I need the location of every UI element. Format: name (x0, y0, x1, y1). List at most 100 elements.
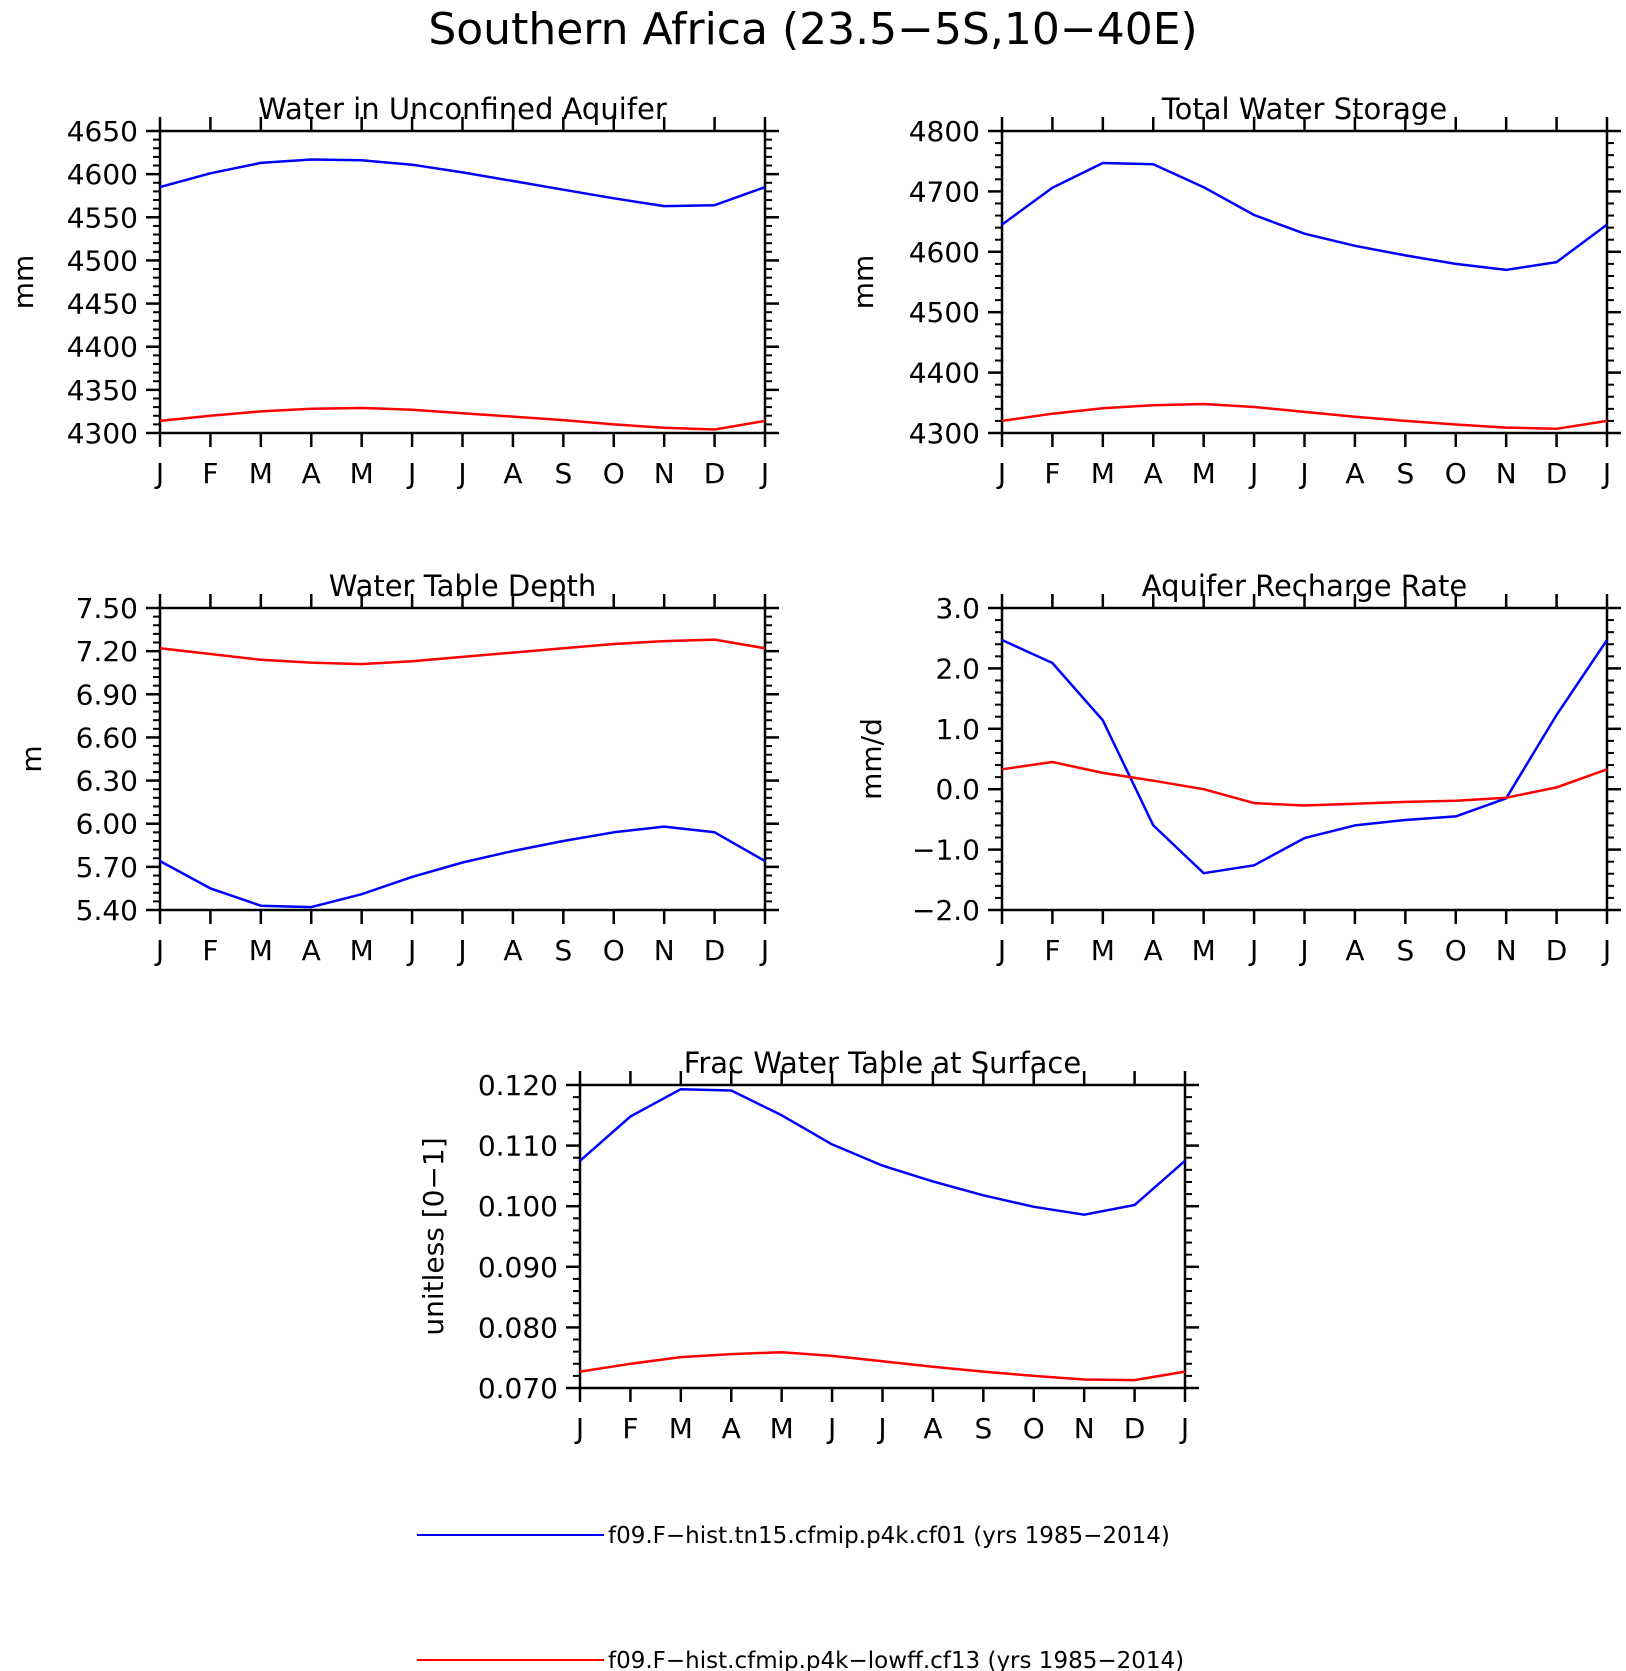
y-tick-label: 0.080 (478, 1311, 558, 1344)
x-tick-label: J (456, 934, 466, 967)
x-tick-label: J (406, 457, 416, 490)
y-tick-label: 2.0 (935, 652, 980, 685)
y-tick-label: 4500 (909, 296, 980, 329)
y-tick-label: 4700 (909, 175, 980, 208)
x-tick-label: D (704, 457, 726, 490)
series-line-2 (159, 406, 766, 431)
x-tick-label: M (350, 457, 374, 490)
x-tick-label: D (1546, 457, 1568, 490)
y-tick-label: 4400 (909, 357, 980, 390)
legend-label-2: f09.F−hist.cfmip.p4k−lowff.cf13 (yrs 198… (608, 1648, 1184, 1671)
x-tick-label: A (1144, 457, 1163, 490)
x-tick-label: J (759, 457, 769, 490)
series-line-1 (159, 158, 766, 208)
x-tick-label: J (876, 1412, 886, 1445)
x-tick-label: M (1091, 457, 1115, 490)
y-tick-label: 0.110 (478, 1130, 558, 1163)
y-tick-label: 3.0 (935, 592, 980, 625)
x-tick-label: A (302, 457, 321, 490)
y-axis-label: mm (7, 255, 40, 310)
y-tick-label: 0.090 (478, 1251, 558, 1284)
x-tick-label: O (1445, 457, 1467, 490)
series-line-2 (159, 638, 766, 666)
legend-label-1: f09.F−hist.tn15.cfmip.p4k.cf01 (yrs 1985… (608, 1523, 1170, 1549)
x-tick-label: J (154, 934, 164, 967)
y-tick-label: 4600 (909, 236, 980, 269)
x-tick-label: A (923, 1412, 942, 1445)
x-tick-label: F (1044, 457, 1060, 490)
x-tick-label: J (456, 457, 466, 490)
y-tick-label: 4300 (909, 417, 980, 450)
x-tick-label: M (249, 457, 273, 490)
x-tick-label: N (1496, 934, 1517, 967)
x-tick-label: M (1091, 934, 1115, 967)
x-tick-label: M (1192, 457, 1216, 490)
x-tick-label: O (603, 934, 625, 967)
plot-frame (158, 606, 767, 912)
x-tick-label: S (974, 1412, 992, 1445)
x-tick-label: J (996, 457, 1006, 490)
x-tick-label: F (202, 457, 218, 490)
x-tick-label: N (654, 457, 675, 490)
y-tick-label: 5.70 (76, 851, 138, 884)
x-tick-label: M (669, 1412, 693, 1445)
x-tick-label: J (1601, 457, 1611, 490)
x-tick-label: A (1144, 934, 1163, 967)
series-line-2 (1001, 760, 1608, 807)
series-line-1 (159, 825, 766, 909)
x-tick-label: O (1023, 1412, 1045, 1445)
y-tick-label: 7.50 (76, 592, 138, 625)
y-tick-label: 4800 (909, 115, 980, 148)
x-tick-label: J (1298, 457, 1308, 490)
figure-title: Southern Africa (23.5−5S,10−40E) (428, 4, 1197, 55)
y-tick-label: 4650 (67, 115, 138, 148)
x-tick-label: J (154, 457, 164, 490)
y-tick-label: 7.20 (76, 635, 138, 668)
plot-frame (158, 129, 767, 435)
y-tick-label: −2.0 (912, 894, 980, 927)
x-tick-label: J (1179, 1412, 1189, 1445)
x-tick-label: A (302, 934, 321, 967)
y-tick-label: 0.0 (935, 773, 980, 806)
x-tick-label: F (1044, 934, 1060, 967)
x-tick-label: J (1248, 457, 1258, 490)
series-line-1 (1001, 638, 1609, 875)
series-line-1 (579, 1087, 1186, 1216)
x-tick-label: J (826, 1412, 836, 1445)
y-tick-label: 4500 (67, 244, 138, 277)
x-tick-label: A (722, 1412, 741, 1445)
x-tick-label: F (622, 1412, 638, 1445)
x-tick-label: N (1074, 1412, 1095, 1445)
x-tick-label: A (503, 934, 522, 967)
x-tick-label: M (249, 934, 273, 967)
y-tick-label: −1.0 (912, 834, 980, 867)
x-tick-label: J (1601, 934, 1611, 967)
x-tick-label: M (1192, 934, 1216, 967)
y-tick-label: 0.070 (478, 1372, 558, 1405)
x-tick-label: J (1248, 934, 1258, 967)
x-tick-label: J (574, 1412, 584, 1445)
x-tick-label: D (704, 934, 726, 967)
y-tick-label: 6.00 (76, 808, 138, 841)
y-tick-label: 0.120 (478, 1069, 558, 1102)
x-tick-label: M (350, 934, 374, 967)
x-tick-label: S (554, 934, 572, 967)
y-tick-label: 5.40 (76, 894, 138, 927)
x-tick-label: A (503, 457, 522, 490)
plot-frame (1000, 129, 1609, 435)
x-tick-label: M (770, 1412, 794, 1445)
y-tick-label: 4550 (67, 201, 138, 234)
y-tick-label: 4350 (67, 374, 138, 407)
x-tick-label: D (1546, 934, 1568, 967)
y-axis-label: m (15, 745, 48, 772)
y-tick-label: 4400 (67, 331, 138, 364)
x-tick-label: N (1496, 457, 1517, 490)
x-tick-label: O (1445, 934, 1467, 967)
x-tick-label: D (1124, 1412, 1146, 1445)
y-tick-label: 6.90 (76, 678, 138, 711)
series-line-2 (579, 1350, 1186, 1382)
x-tick-label: S (554, 457, 572, 490)
